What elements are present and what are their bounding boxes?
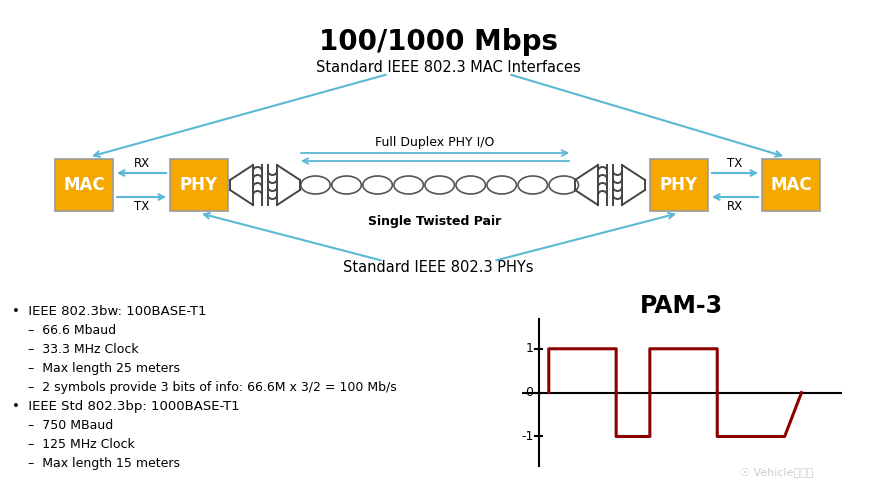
Text: RX: RX bbox=[133, 157, 150, 170]
Text: –  750 MBaud: – 750 MBaud bbox=[12, 419, 113, 432]
Text: ☉ Vehicle攻城狮: ☉ Vehicle攻城狮 bbox=[740, 467, 813, 477]
Text: –  66.6 Mbaud: – 66.6 Mbaud bbox=[12, 324, 116, 337]
Ellipse shape bbox=[549, 176, 579, 194]
Text: –  2 symbols provide 3 bits of info: 66.6M x 3/2 = 100 Mb/s: – 2 symbols provide 3 bits of info: 66.6… bbox=[12, 381, 396, 394]
Text: MAC: MAC bbox=[63, 176, 105, 194]
Text: Standard IEEE 802.3 MAC Interfaces: Standard IEEE 802.3 MAC Interfaces bbox=[316, 61, 581, 76]
FancyBboxPatch shape bbox=[762, 159, 820, 211]
Text: –  33.3 MHz Clock: – 33.3 MHz Clock bbox=[12, 343, 139, 356]
Text: Standard IEEE 802.3 PHYs: Standard IEEE 802.3 PHYs bbox=[343, 260, 534, 275]
Ellipse shape bbox=[301, 176, 331, 194]
Ellipse shape bbox=[363, 176, 392, 194]
Title: PAM-3: PAM-3 bbox=[640, 294, 724, 318]
Text: PHY: PHY bbox=[660, 176, 698, 194]
Ellipse shape bbox=[456, 176, 486, 194]
Ellipse shape bbox=[518, 176, 547, 194]
Text: –  125 MHz Clock: – 125 MHz Clock bbox=[12, 438, 135, 451]
Text: –  Max length 25 meters: – Max length 25 meters bbox=[12, 362, 180, 375]
FancyBboxPatch shape bbox=[650, 159, 708, 211]
Text: –  Max length 15 meters: – Max length 15 meters bbox=[12, 457, 180, 470]
FancyBboxPatch shape bbox=[55, 159, 113, 211]
Text: PHY: PHY bbox=[180, 176, 218, 194]
Ellipse shape bbox=[425, 176, 454, 194]
Text: MAC: MAC bbox=[770, 176, 812, 194]
Text: TX: TX bbox=[134, 200, 149, 213]
Text: Full Duplex PHY I/O: Full Duplex PHY I/O bbox=[375, 136, 495, 149]
Ellipse shape bbox=[332, 176, 361, 194]
Ellipse shape bbox=[394, 176, 424, 194]
Text: 1: 1 bbox=[525, 342, 533, 355]
Text: •  IEEE Std 802.3bp: 1000BASE-T1: • IEEE Std 802.3bp: 1000BASE-T1 bbox=[12, 400, 239, 413]
Text: •  IEEE 802.3bw: 100BASE-T1: • IEEE 802.3bw: 100BASE-T1 bbox=[12, 305, 206, 318]
Text: -1: -1 bbox=[521, 430, 533, 443]
Text: 0: 0 bbox=[525, 386, 533, 399]
FancyBboxPatch shape bbox=[170, 159, 228, 211]
Text: 100/1000 Mbps: 100/1000 Mbps bbox=[319, 28, 558, 56]
Text: TX: TX bbox=[727, 157, 743, 170]
Text: Single Twisted Pair: Single Twisted Pair bbox=[368, 215, 502, 228]
Ellipse shape bbox=[487, 176, 517, 194]
Text: RX: RX bbox=[727, 200, 743, 213]
